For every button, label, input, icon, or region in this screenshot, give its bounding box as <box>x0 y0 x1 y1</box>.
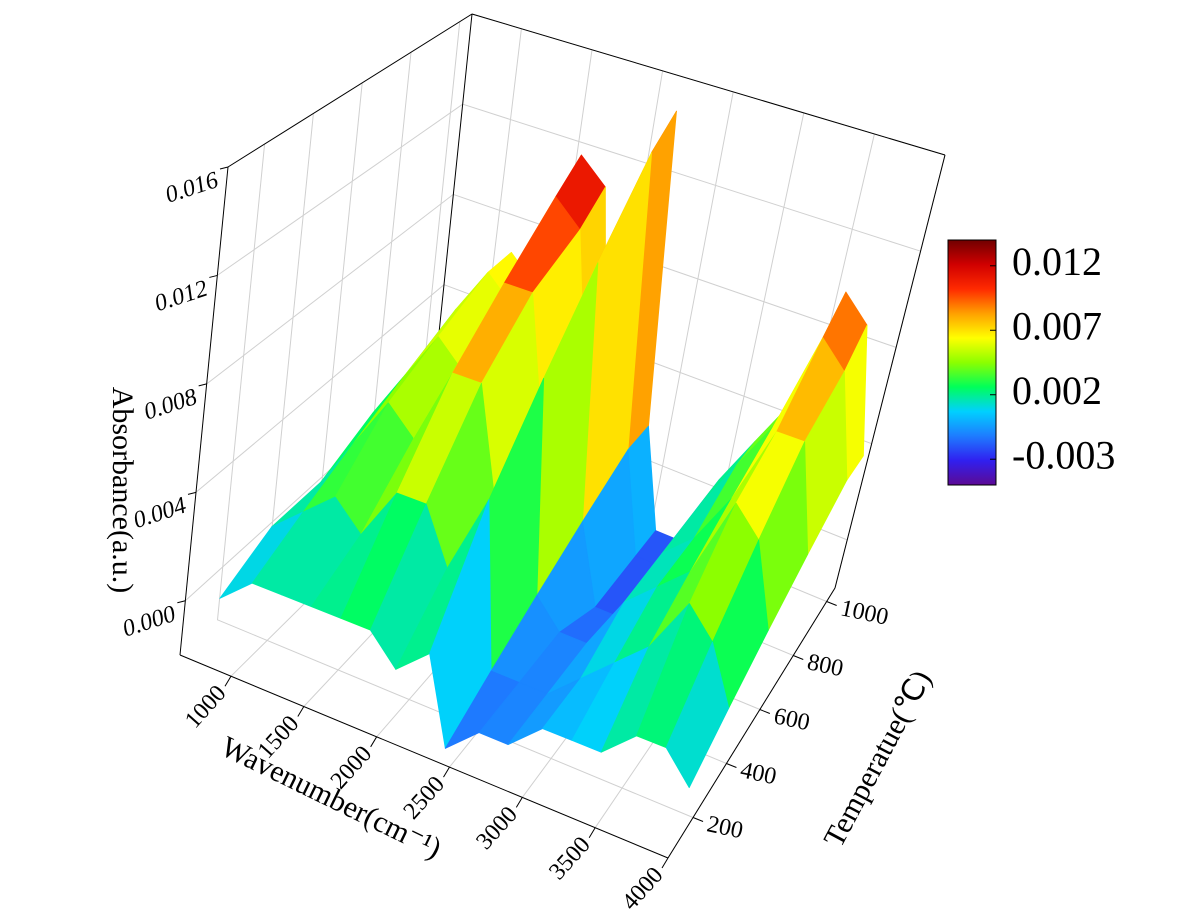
z-tick-label: 0.016 <box>162 167 221 208</box>
z-axis-line <box>179 166 229 656</box>
y-tick <box>692 817 704 822</box>
x-tick <box>515 797 523 808</box>
y-tick-label: 200 <box>705 811 746 844</box>
z-tick <box>177 600 186 604</box>
colorbar-tick-label: 0.002 <box>1012 368 1102 413</box>
colorbar-tick-label: 0.012 <box>1012 239 1102 284</box>
y-tick-label: 1000 <box>838 595 890 630</box>
x-tick <box>370 736 378 748</box>
surface <box>219 110 868 789</box>
box-edge <box>227 13 473 168</box>
y-tick-label: 400 <box>738 757 779 790</box>
z-tick-label: 0.008 <box>141 384 200 425</box>
x-tick <box>297 706 305 717</box>
box-edge <box>834 154 946 589</box>
x-tick-label: 3500 <box>544 832 595 885</box>
y-axis-line <box>667 587 836 859</box>
z-axis-title: Absorbance(a.u.) <box>106 387 139 594</box>
y-tick-label: 600 <box>771 703 812 736</box>
colorbar-tick-label: 0.007 <box>1012 303 1102 348</box>
surface-patch <box>665 641 730 789</box>
x-tick-label: 4000 <box>617 862 668 915</box>
z-tick-label: 0.012 <box>151 276 210 317</box>
z-tick <box>187 491 197 495</box>
z-tick <box>198 383 207 387</box>
y-tick <box>826 601 837 606</box>
z-tick-label: 0.000 <box>119 601 178 642</box>
grid-line <box>216 144 694 818</box>
z-tick <box>209 274 218 278</box>
y-tick <box>759 709 771 714</box>
x-tick-label: 3000 <box>471 802 522 855</box>
x-tick-label: 1000 <box>180 681 231 734</box>
y-tick <box>793 655 804 660</box>
x-tick <box>224 675 232 687</box>
x-tick <box>661 857 669 869</box>
x-axis-line <box>179 654 669 859</box>
x-tick <box>588 827 596 838</box>
y-tick <box>726 763 737 768</box>
y-tick-label: 800 <box>805 649 846 682</box>
box-edge <box>471 13 946 156</box>
y-axis-title: Temperatue(℃) <box>817 665 938 853</box>
colorbar-tick-label: -0.003 <box>1012 432 1115 477</box>
x-tick <box>443 766 450 778</box>
colorbar <box>947 239 997 486</box>
z-tick <box>219 166 229 170</box>
